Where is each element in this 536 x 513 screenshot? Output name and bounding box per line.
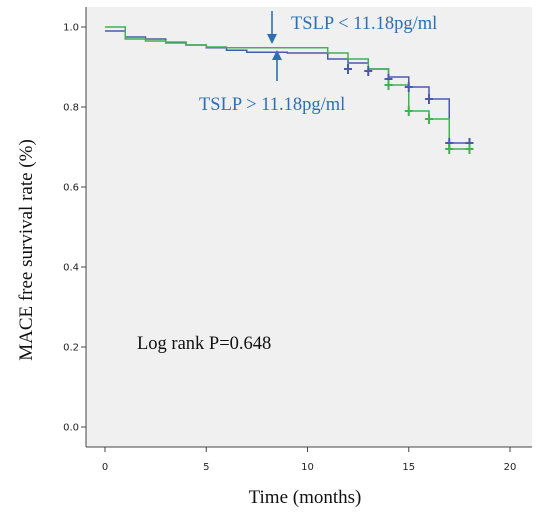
y-tick-label: 0.0 (63, 423, 79, 434)
axis-ticks: 0 5 10 15 20 0.0 0.2 0.4 0.6 0.8 1.0 (63, 23, 516, 474)
censor-marks (344, 64, 474, 154)
x-tick-label: 20 (504, 462, 517, 473)
y-axis-title: MACE free survival rate (%) (16, 139, 37, 361)
y-tick-label: 1.0 (63, 23, 79, 34)
y-tick-label: 0.2 (63, 343, 79, 354)
y-tick-label: 0.6 (63, 183, 79, 194)
high-tslp-pointer-arrow (272, 50, 282, 81)
x-tick-label: 5 (203, 462, 209, 473)
x-tick-label: 15 (402, 462, 415, 473)
log-rank-label: Log rank P=0.648 (137, 334, 271, 354)
x-tick-label: 10 (301, 462, 314, 473)
x-axis-title: Time (months) (249, 487, 362, 508)
low-tslp-label: TSLP < 11.18pg/ml (291, 14, 437, 34)
y-tick-label: 0.4 (63, 263, 79, 274)
low-tslp-pointer-arrow (267, 11, 277, 44)
x-tick-label: 0 (102, 462, 108, 473)
plot-area (86, 7, 532, 447)
high-tslp-label: TSLP > 11.18pg/ml (199, 95, 345, 115)
y-tick-label: 0.8 (63, 103, 79, 114)
survival-curve-2 (105, 26, 470, 150)
